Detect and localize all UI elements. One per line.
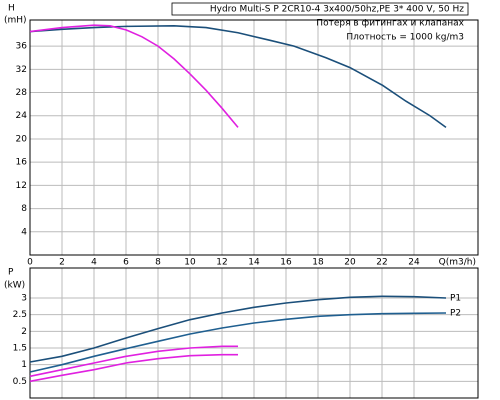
curve <box>29 295 447 363</box>
x-tick-label: 18 <box>312 258 324 268</box>
x-tick-label: 2 <box>59 258 65 268</box>
chart-title: Hydro Multi-S P 2CR10-4 3x400/50hz,PE 3*… <box>210 5 464 15</box>
curve <box>29 24 239 128</box>
x-label: Q(m3/h) <box>439 258 476 268</box>
y-tick-label: 24 <box>16 111 28 121</box>
y-tick-label: 32 <box>16 65 27 75</box>
x-tick-label: 16 <box>280 258 292 268</box>
y-tick-label: 3 <box>21 294 27 304</box>
annotation: Потеря в фитингах и клапанах <box>316 19 464 29</box>
curve <box>29 353 238 383</box>
annotation: Плотность = 1000 kg/m3 <box>346 33 464 43</box>
curve <box>29 312 447 373</box>
y-label: H <box>8 4 15 14</box>
plot-frame <box>29 267 479 399</box>
y-label: P <box>8 268 14 278</box>
y-tick-label: 0.5 <box>13 377 27 387</box>
y-tick-label: 2.5 <box>13 310 27 320</box>
y-tick-label: 1 <box>21 360 27 370</box>
curve <box>29 345 238 378</box>
y-tick-label: 16 <box>16 158 28 168</box>
x-tick-label: 22 <box>376 258 387 268</box>
x-tick-label: 14 <box>248 258 260 268</box>
x-tick-label: 6 <box>123 258 129 268</box>
x-tick-label: 24 <box>408 258 420 268</box>
y-unit: (mH) <box>4 16 27 26</box>
curve <box>29 25 447 128</box>
y-tick-label: 28 <box>16 88 28 98</box>
series-label: P2 <box>450 309 461 319</box>
x-tick-label: 0 <box>27 258 33 268</box>
y-tick-label: 36 <box>16 42 28 52</box>
x-tick-label: 20 <box>344 258 356 268</box>
series-label: P1 <box>450 294 461 304</box>
y-tick-label: 12 <box>16 181 27 191</box>
y-tick-label: 4 <box>21 227 27 237</box>
y-tick-label: 1.5 <box>13 344 27 354</box>
y-tick-label: 2 <box>21 327 27 337</box>
title-box <box>171 2 469 16</box>
y-tick-label: 20 <box>16 134 28 144</box>
y-unit: (kW) <box>4 281 25 291</box>
x-tick-label: 10 <box>184 258 196 268</box>
plot-frame <box>29 19 479 256</box>
x-tick-label: 8 <box>155 258 161 268</box>
x-tick-label: 12 <box>216 258 227 268</box>
y-tick-label: 8 <box>21 204 27 214</box>
x-tick-label: 4 <box>91 258 97 268</box>
